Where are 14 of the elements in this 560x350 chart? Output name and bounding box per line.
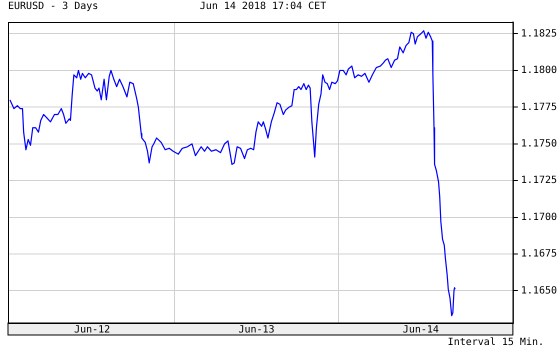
chart-title: EURUSD - 3 Days xyxy=(8,0,98,14)
y-tick-label: 1.1825 xyxy=(520,28,557,40)
y-tick-label: 1.1725 xyxy=(520,175,557,186)
y-tick-label: 1.1650 xyxy=(520,285,557,296)
y-tick-label: 1.1675 xyxy=(520,248,557,260)
x-tick-label: Jun-13 xyxy=(238,324,275,336)
text: Interval 15 Min. xyxy=(448,336,544,350)
x-tick-label: Jun-12 xyxy=(74,324,110,336)
y-tick-label: 1.1700 xyxy=(520,212,557,223)
y-tick-label: 1.1775 xyxy=(520,102,557,113)
y-tick-label: 1.1750 xyxy=(520,138,557,150)
y-tick-label: 1.1800 xyxy=(520,65,557,76)
chart-subtitle: Jun 14 2018 17:04 CET xyxy=(200,1,326,12)
x-tick-label: Jun-14 xyxy=(402,324,439,336)
